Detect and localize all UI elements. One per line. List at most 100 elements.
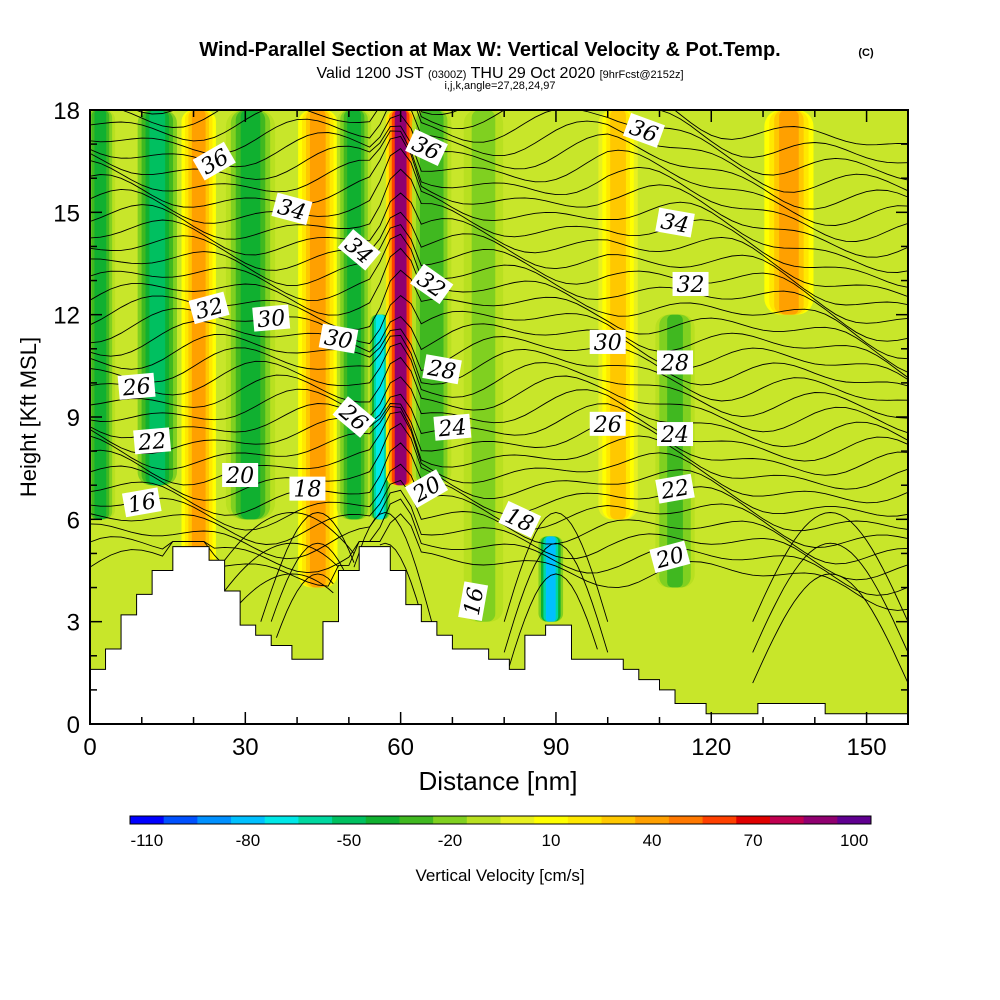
x-tick-label: 90 bbox=[543, 734, 570, 761]
theta-label-text: 26 bbox=[121, 374, 152, 401]
velocity-column bbox=[336, 110, 372, 520]
theta-label-box bbox=[222, 462, 259, 487]
theta-label-text: 34 bbox=[659, 209, 691, 238]
theta-contour bbox=[90, 489, 908, 581]
theta-label: 26 bbox=[117, 372, 156, 402]
theta-label-box bbox=[133, 427, 172, 455]
colorbar-swatch bbox=[635, 816, 670, 824]
theta-label: 18 bbox=[289, 476, 326, 503]
colorbar-swatch bbox=[837, 816, 872, 824]
theta-contour bbox=[224, 542, 339, 592]
theta-contour bbox=[90, 498, 908, 596]
theta-contour bbox=[90, 130, 908, 242]
theta-label-text: 24 bbox=[660, 423, 689, 448]
colorbar-swatch bbox=[736, 816, 771, 824]
theta-contour bbox=[90, 393, 908, 462]
y-tick-labels: 0 3 6 9 12 15 18 bbox=[53, 98, 80, 739]
theta-contour bbox=[90, 233, 908, 342]
theta-contour bbox=[90, 168, 908, 288]
theta-contour bbox=[270, 542, 345, 622]
theta-label: 16 bbox=[458, 581, 489, 622]
theta-contour bbox=[90, 135, 908, 258]
colorbar-swatch bbox=[399, 816, 434, 824]
theta-contour bbox=[90, 192, 908, 298]
theta-label-box bbox=[657, 422, 694, 447]
theta-label: 20 bbox=[222, 462, 259, 489]
y-tick-label: 12 bbox=[53, 303, 80, 330]
theta-contour bbox=[90, 463, 908, 548]
theta-label-box bbox=[405, 129, 448, 167]
theta-contour bbox=[90, 356, 908, 434]
y-tick-label: 6 bbox=[67, 507, 80, 534]
theta-label-box bbox=[192, 141, 236, 181]
theta-label-box bbox=[498, 500, 542, 538]
theta-contour bbox=[353, 512, 433, 622]
theta-label-box bbox=[318, 323, 359, 354]
theta-label-text: 16 bbox=[126, 489, 158, 518]
x-tick-label: 0 bbox=[83, 734, 96, 761]
colorbar-swatch bbox=[500, 816, 535, 824]
grid-indices: i,j,k,angle=27,28,24,97 bbox=[444, 80, 555, 92]
velocity-band bbox=[667, 314, 683, 588]
velocity-band bbox=[240, 110, 261, 520]
theta-contour bbox=[90, 376, 908, 448]
theta-label-box bbox=[337, 229, 381, 271]
theta-contour bbox=[503, 542, 609, 653]
theta-label-box bbox=[657, 350, 694, 375]
theta-label-text: 32 bbox=[677, 273, 705, 298]
theta-contour bbox=[224, 512, 355, 561]
title-block: Wind-Parallel Section at Max W: Vertical… bbox=[199, 39, 874, 92]
theta-label-box bbox=[622, 113, 665, 148]
theta-label-box bbox=[404, 469, 449, 509]
theta-contour bbox=[90, 211, 908, 306]
theta-label: 24 bbox=[433, 413, 472, 442]
velocity-column bbox=[764, 110, 814, 315]
colorbar-swatch bbox=[769, 816, 805, 824]
theta-label: 26 bbox=[589, 411, 626, 438]
y-axis-label: Height [Kft MSL] bbox=[16, 337, 41, 497]
colorbar-swatch bbox=[332, 816, 367, 824]
theta-contour bbox=[260, 512, 355, 622]
colorbar-swatch bbox=[433, 816, 468, 824]
theta-contour bbox=[379, 542, 422, 616]
colorbar-swatch bbox=[365, 816, 400, 824]
theta-label: 24 bbox=[657, 422, 694, 448]
velocity-band bbox=[475, 110, 492, 622]
colorbar-swatch bbox=[163, 816, 198, 824]
velocity-band bbox=[375, 314, 384, 520]
theta-label-text: 30 bbox=[594, 331, 622, 356]
theta-label: 28 bbox=[657, 350, 694, 376]
colorbar-swatch bbox=[298, 816, 333, 824]
x-tick-label: 120 bbox=[691, 734, 731, 761]
colorbar: -110 -80 -50 -20 10 40 70 100 Vertical Velocity… bbox=[129, 815, 872, 885]
theta-contour bbox=[239, 573, 334, 604]
velocity-column bbox=[181, 110, 216, 571]
theta-contour bbox=[90, 125, 908, 226]
theta-label-text: 16 bbox=[460, 586, 489, 618]
x-axis-label: Distance [nm] bbox=[419, 766, 578, 796]
colorbar-swatch bbox=[601, 816, 636, 824]
colorbar-swatch bbox=[197, 816, 232, 824]
theta-label: 22 bbox=[655, 473, 695, 505]
theta-label-box bbox=[458, 581, 489, 622]
velocity-band bbox=[394, 110, 407, 486]
theta-label: 16 bbox=[121, 487, 162, 518]
colorbar-swatch bbox=[466, 816, 501, 824]
x-tick-label: 150 bbox=[847, 734, 887, 761]
colorbar-swatch bbox=[534, 816, 569, 824]
theta-label-box bbox=[433, 413, 472, 441]
theta-label: 30 bbox=[589, 329, 626, 356]
theta-label: 34 bbox=[271, 192, 313, 226]
theta-label: 28 bbox=[422, 354, 462, 385]
x-tick-label: 60 bbox=[387, 734, 414, 761]
colorbar-tick-label: 100 bbox=[840, 831, 868, 850]
velocity-band bbox=[347, 110, 361, 520]
colorbar-swatch bbox=[567, 816, 603, 824]
theta-contour bbox=[90, 405, 908, 490]
potential-temperature-contours bbox=[90, 110, 908, 684]
theta-contour bbox=[275, 573, 334, 638]
colorbar-tick-label: -80 bbox=[236, 831, 261, 850]
theta-contour bbox=[752, 573, 908, 684]
chart-title: Wind-Parallel Section at Max W: Vertical… bbox=[199, 39, 780, 61]
